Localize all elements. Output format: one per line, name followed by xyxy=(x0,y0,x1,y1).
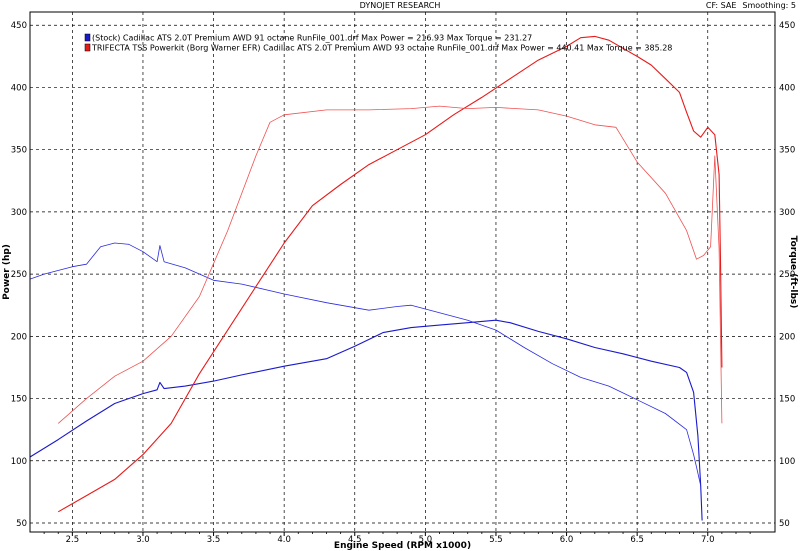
legend-entry: (Stock) Cadillac ATS 2.0T Premium AWD 91… xyxy=(92,34,532,43)
series-line-3 xyxy=(57,105,723,424)
y-tick-label: 100 xyxy=(11,457,27,467)
x-tick-label: 4.0 xyxy=(277,535,291,545)
grid-lines xyxy=(30,12,775,532)
y2-tick-label: 150 xyxy=(779,395,795,405)
y-tick-label: 250 xyxy=(11,270,27,280)
y-tick-label: 400 xyxy=(11,83,27,93)
axis-ticks: 2.5 3.0 3.5 4.0 4.5 5.0 5.5 6.0 6.5 7.0 50 50 100 100… xyxy=(11,21,795,545)
x-tick-label: 6.5 xyxy=(630,535,644,545)
legend: (Stock) Cadillac ATS 2.0T Premium AWD 91… xyxy=(84,33,672,53)
smoothing-label: Smoothing: 5 xyxy=(742,1,796,10)
y2-tick-label: 100 xyxy=(779,457,795,467)
x-tick-label: 3.0 xyxy=(136,535,150,545)
y2-tick-label: 50 xyxy=(779,519,790,529)
legend-entry: TRIFECTA TSS Powerkit (Borg Warner EFR) … xyxy=(91,44,672,53)
y2-tick-label: 250 xyxy=(779,270,795,280)
y-tick-label: 350 xyxy=(11,146,27,156)
y-tick-label: 450 xyxy=(11,21,27,31)
x-tick-label: 4.5 xyxy=(348,535,362,545)
y-tick-label: 200 xyxy=(11,332,27,342)
y-axis-label: Power (hp) xyxy=(2,244,12,300)
y2-tick-label: 400 xyxy=(779,83,795,93)
series-lines xyxy=(29,35,723,521)
settings-readout: CF: SAE Smoothing: 5 xyxy=(700,1,796,10)
series-line-1 xyxy=(29,242,702,486)
correction-factor-label: CF: SAE xyxy=(705,1,737,10)
chart-title: DYNOJET RESEARCH xyxy=(359,1,441,10)
y2-tick-label: 300 xyxy=(779,208,795,218)
series-line-2 xyxy=(57,35,723,513)
x-tick-label: 7.0 xyxy=(701,535,715,545)
series-line-0 xyxy=(29,319,703,521)
x-tick-label: 2.5 xyxy=(66,535,80,545)
y-tick-label: 300 xyxy=(11,208,27,218)
legend-swatch xyxy=(84,43,91,52)
x-axis-label: Engine Speed (RPM x1000) xyxy=(334,541,471,551)
x-tick-label: 6.0 xyxy=(560,535,574,545)
y2-tick-label: 350 xyxy=(779,146,795,156)
x-tick-label: 3.5 xyxy=(207,535,221,545)
y2-axis-label: Torque (ft-lbs) xyxy=(788,236,798,309)
y-tick-label: 50 xyxy=(16,519,27,529)
x-tick-label: 5.0 xyxy=(419,535,433,545)
y2-tick-label: 200 xyxy=(779,332,795,342)
y2-tick-label: 450 xyxy=(779,21,795,31)
legend-swatch xyxy=(84,33,91,42)
y-tick-label: 150 xyxy=(11,395,27,405)
plot-frame xyxy=(29,11,776,533)
x-tick-label: 5.5 xyxy=(489,535,503,545)
